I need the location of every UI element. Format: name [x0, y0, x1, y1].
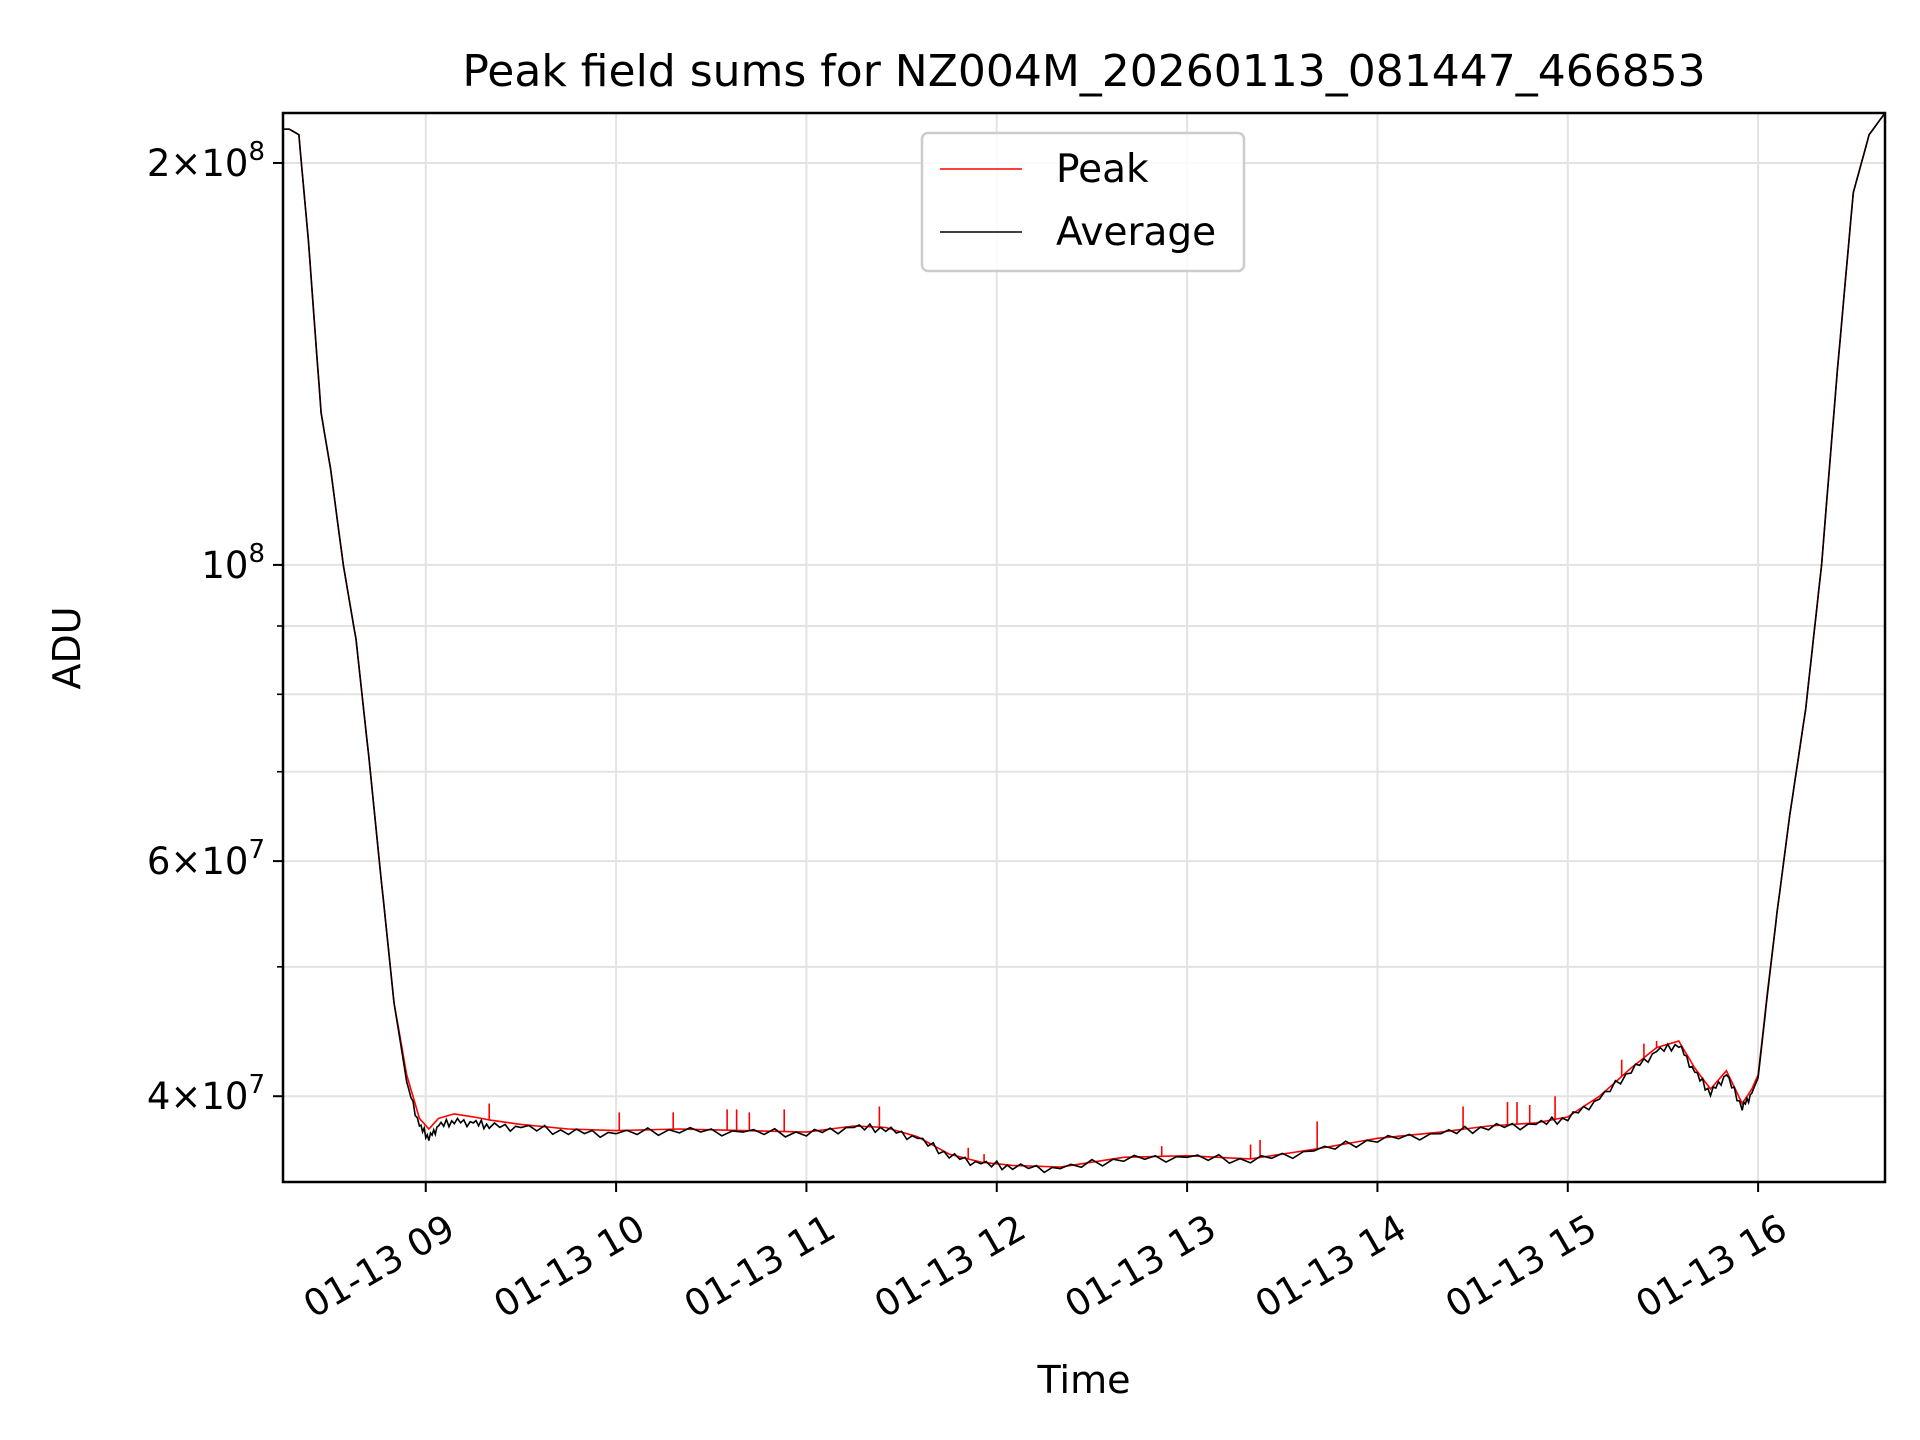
y-tick-mantissa: 6	[147, 840, 171, 883]
y-tick-operator: ×10	[170, 1075, 248, 1118]
y-tick-base: 10	[201, 544, 248, 587]
series-line-average	[283, 112, 1886, 1174]
legend-box	[920, 131, 1246, 273]
y-tick-exponent: 8	[248, 539, 265, 569]
legend-label-average: Average	[1056, 210, 1216, 255]
plot-frame	[281, 111, 1887, 1184]
y-tick-mantissa: 4	[147, 1075, 171, 1118]
y-tick-exponent: 8	[248, 137, 265, 167]
y-tick-operator: ×10	[170, 840, 248, 883]
y-tick-operator: ×10	[170, 142, 248, 185]
y-tick-exponent: 7	[248, 1070, 265, 1100]
y-tick-label: 6×107	[147, 835, 265, 883]
x-axis-label: Time	[1037, 1358, 1131, 1402]
legend: Peak Average	[920, 131, 1246, 273]
y-tick-label: 2×108	[147, 137, 265, 185]
y-tick-label: 108	[201, 539, 265, 587]
y-tick-exponent: 7	[248, 835, 265, 865]
y-tick-mantissa: 2	[147, 142, 171, 185]
y-axis-label: ADU	[45, 606, 89, 689]
legend-label-peak: Peak	[1056, 147, 1149, 192]
grid	[283, 113, 1885, 1182]
series-layer	[283, 112, 1886, 1174]
chart-title: Peak field sums for NZ004M_20260113_0814…	[462, 46, 1705, 97]
y-tick-label: 4×107	[147, 1070, 265, 1118]
